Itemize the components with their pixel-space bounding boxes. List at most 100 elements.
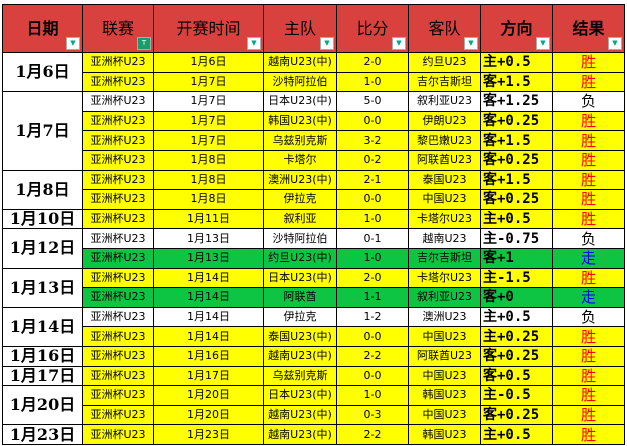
time-cell[interactable]: 1月20日 xyxy=(153,404,264,426)
home-team-cell[interactable]: 卡塔尔 xyxy=(263,149,337,171)
league-cell[interactable]: 亚洲杯U23 xyxy=(82,345,154,367)
away-team-cell[interactable]: 阿联酋U23 xyxy=(408,345,481,367)
away-team-cell[interactable]: 卡塔尔U23 xyxy=(408,267,481,289)
filter-dropdown-icon[interactable]: ▼ xyxy=(247,37,261,50)
direction-cell[interactable]: 客+1 xyxy=(480,247,553,269)
league-cell[interactable]: 亚洲杯U23 xyxy=(82,71,154,93)
result-cell[interactable]: 负 xyxy=(552,91,625,112)
score-cell[interactable]: 2-0 xyxy=(336,52,409,73)
home-team-cell[interactable]: 乌兹别克斯 xyxy=(263,130,337,151)
direction-cell[interactable]: 主-1.5 xyxy=(480,267,553,289)
score-cell[interactable]: 1-0 xyxy=(336,71,409,93)
home-team-cell[interactable]: 越南U23(中) xyxy=(263,52,337,73)
time-cell[interactable]: 1月16日 xyxy=(153,345,264,367)
direction-cell[interactable]: 客+0 xyxy=(480,287,553,308)
time-cell[interactable]: 1月6日 xyxy=(153,52,264,73)
away-team-cell[interactable]: 卡塔尔U23 xyxy=(408,208,481,230)
league-cell[interactable]: 亚洲杯U23 xyxy=(82,110,154,132)
away-team-cell[interactable]: 韩国U23 xyxy=(408,385,481,406)
time-cell[interactable]: 1月13日 xyxy=(153,228,264,249)
away-team-cell[interactable]: 泰国U23 xyxy=(408,169,481,191)
result-cell[interactable]: 胜 xyxy=(552,189,625,210)
date-cell[interactable]: 1月8日 xyxy=(2,169,83,210)
home-team-cell[interactable]: 日本U23(中) xyxy=(263,267,337,289)
score-cell[interactable]: 3-2 xyxy=(336,130,409,151)
time-cell[interactable]: 1月8日 xyxy=(153,189,264,210)
result-cell[interactable]: 负 xyxy=(552,306,625,328)
league-cell[interactable]: 亚洲杯U23 xyxy=(82,149,154,171)
home-team-cell[interactable]: 越南U23(中) xyxy=(263,404,337,426)
away-team-cell[interactable]: 叙利亚U23 xyxy=(408,91,481,112)
league-cell[interactable]: 亚洲杯U23 xyxy=(82,130,154,151)
away-team-cell[interactable]: 吉尔吉斯坦 xyxy=(408,247,481,269)
time-cell[interactable]: 1月14日 xyxy=(153,326,264,347)
home-team-cell[interactable]: 沙特阿拉伯 xyxy=(263,71,337,93)
result-cell[interactable]: 胜 xyxy=(552,326,625,347)
home-team-cell[interactable]: 叙利亚 xyxy=(263,208,337,230)
time-cell[interactable]: 1月7日 xyxy=(153,91,264,112)
direction-cell[interactable]: 客+1.25 xyxy=(480,91,553,112)
result-cell[interactable]: 走 xyxy=(552,247,625,269)
direction-cell[interactable]: 客+0.25 xyxy=(480,149,553,171)
league-cell[interactable]: 亚洲杯U23 xyxy=(82,247,154,269)
league-cell[interactable]: 亚洲杯U23 xyxy=(82,208,154,230)
score-cell[interactable]: 2-2 xyxy=(336,424,409,445)
direction-cell[interactable]: 主-0.75 xyxy=(480,228,553,249)
league-cell[interactable]: 亚洲杯U23 xyxy=(82,365,154,387)
time-cell[interactable]: 1月14日 xyxy=(153,287,264,308)
home-team-cell[interactable]: 伊拉克 xyxy=(263,189,337,210)
league-cell[interactable]: 亚洲杯U23 xyxy=(82,424,154,445)
score-cell[interactable]: 0-1 xyxy=(336,228,409,249)
score-cell[interactable]: 0-0 xyxy=(336,326,409,347)
time-cell[interactable]: 1月17日 xyxy=(153,365,264,387)
time-cell[interactable]: 1月7日 xyxy=(153,71,264,93)
score-cell[interactable]: 0-3 xyxy=(336,404,409,426)
home-team-cell[interactable]: 越南U23(中) xyxy=(263,424,337,445)
date-cell[interactable]: 1月20日 xyxy=(2,385,83,426)
score-cell[interactable]: 0-0 xyxy=(336,365,409,387)
time-cell[interactable]: 1月8日 xyxy=(153,169,264,191)
score-cell[interactable]: 1-0 xyxy=(336,385,409,406)
time-cell[interactable]: 1月14日 xyxy=(153,306,264,328)
league-cell[interactable]: 亚洲杯U23 xyxy=(82,404,154,426)
result-cell[interactable]: 胜 xyxy=(552,208,625,230)
league-cell[interactable]: 亚洲杯U23 xyxy=(82,287,154,308)
result-cell[interactable]: 胜 xyxy=(552,71,625,93)
home-team-cell[interactable]: 伊拉克 xyxy=(263,306,337,328)
home-team-cell[interactable]: 阿联酋 xyxy=(263,287,337,308)
away-team-cell[interactable]: 吉尔吉斯坦 xyxy=(408,71,481,93)
away-team-cell[interactable]: 约旦U23 xyxy=(408,52,481,73)
direction-cell[interactable]: 主+0.25 xyxy=(480,326,553,347)
filter-dropdown-icon[interactable]: ▼ xyxy=(608,37,622,50)
result-cell[interactable]: 胜 xyxy=(552,52,625,73)
away-team-cell[interactable]: 中国U23 xyxy=(408,365,481,387)
filter-dropdown-icon[interactable]: ▼ xyxy=(392,37,406,50)
date-cell[interactable]: 1月12日 xyxy=(2,228,83,269)
direction-cell[interactable]: 主+0.5 xyxy=(480,306,553,328)
away-team-cell[interactable]: 伊朗U23 xyxy=(408,110,481,132)
result-cell[interactable]: 负 xyxy=(552,228,625,249)
home-team-cell[interactable]: 韩国U23(中) xyxy=(263,110,337,132)
league-cell[interactable]: 亚洲杯U23 xyxy=(82,189,154,210)
score-cell[interactable]: 2-2 xyxy=(336,345,409,367)
away-team-cell[interactable]: 中国U23 xyxy=(408,326,481,347)
direction-cell[interactable]: 客+1.5 xyxy=(480,130,553,151)
direction-cell[interactable]: 客+0.25 xyxy=(480,189,553,210)
time-cell[interactable]: 1月20日 xyxy=(153,385,264,406)
result-cell[interactable]: 胜 xyxy=(552,130,625,151)
away-team-cell[interactable]: 越南U23 xyxy=(408,228,481,249)
league-cell[interactable]: 亚洲杯U23 xyxy=(82,169,154,191)
date-cell[interactable]: 1月6日 xyxy=(2,51,83,93)
score-cell[interactable]: 1-1 xyxy=(336,287,409,308)
home-team-cell[interactable]: 越南U23(中) xyxy=(263,345,337,367)
score-cell[interactable]: 2-0 xyxy=(336,267,409,289)
home-team-cell[interactable]: 泰国U23(中) xyxy=(263,326,337,347)
filter-dropdown-icon[interactable]: ▼ xyxy=(536,37,550,50)
result-cell[interactable]: 胜 xyxy=(552,345,625,367)
score-cell[interactable]: 0-0 xyxy=(336,110,409,132)
direction-cell[interactable]: 主+0.5 xyxy=(480,424,553,445)
league-cell[interactable]: 亚洲杯U23 xyxy=(82,306,154,328)
league-cell[interactable]: 亚洲杯U23 xyxy=(82,228,154,249)
direction-cell[interactable]: 客+0.25 xyxy=(480,345,553,367)
league-cell[interactable]: 亚洲杯U23 xyxy=(82,267,154,289)
